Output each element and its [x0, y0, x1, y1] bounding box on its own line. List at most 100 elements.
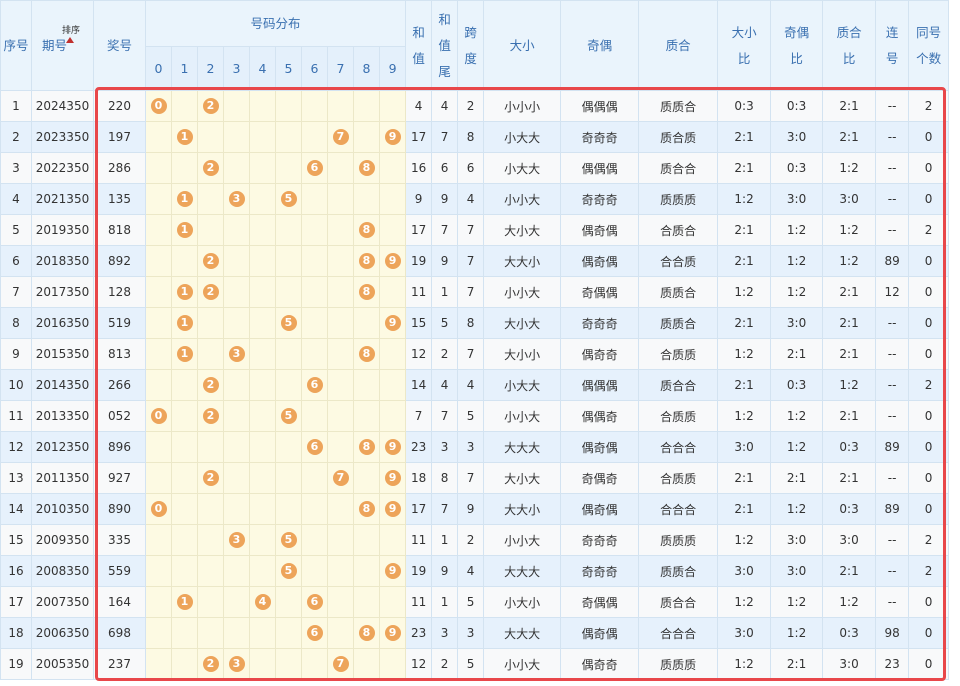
cell-span: 7	[457, 245, 485, 277]
cell-number: 164	[93, 586, 146, 618]
digit-cell	[249, 493, 276, 525]
cell-issue: 2012350	[31, 431, 94, 463]
ball: 1	[176, 129, 193, 145]
cell-tail: 6	[431, 152, 459, 184]
ball: 8	[358, 160, 375, 176]
cell-issue: 2018350	[31, 245, 94, 277]
digit-cell	[378, 214, 407, 246]
digit-cell	[327, 586, 354, 618]
cell-parity-ratio: 2:1	[770, 462, 824, 494]
digit-header: 2	[197, 46, 224, 91]
digit-cell	[249, 462, 276, 494]
cell-sum: 11	[405, 586, 433, 618]
digit-cell	[378, 338, 407, 370]
cell-index: 10	[0, 369, 32, 401]
sort-label[interactable]: 排序	[62, 26, 81, 36]
ball: 8	[358, 501, 375, 517]
cell-size: 小大小	[483, 586, 562, 618]
cell-number: 698	[93, 617, 146, 649]
cell-prime-ratio: 3:0	[822, 524, 877, 556]
ball: 9	[384, 625, 401, 641]
cell-sum: 12	[405, 648, 433, 680]
digit-cell	[145, 214, 172, 246]
column-header: 序号	[0, 0, 32, 91]
cell-size-ratio: 0:3	[717, 90, 772, 122]
ball: 1	[176, 594, 193, 610]
column-header: 期号	[31, 0, 94, 91]
digit-header: 7	[327, 46, 354, 91]
digit-cell	[223, 431, 250, 463]
cell-tail: 4	[431, 90, 459, 122]
digit-cell	[275, 276, 302, 308]
digit-cell	[353, 369, 380, 401]
digit-cell: 0	[145, 90, 172, 122]
ball: 7	[332, 656, 349, 672]
header-row: 序号 期号 奖号 号码分布 和值 和值尾 跨度 大小 奇偶 质合 大小比 奇偶比 质合比 连号 同号个数	[0, 0, 950, 91]
cell-size-ratio: 1:2	[717, 648, 772, 680]
digit-cell	[197, 617, 224, 649]
header-text: 质合	[665, 37, 691, 53]
cell-prime: 质合质	[638, 121, 719, 153]
cell-prime-ratio: 2:1	[822, 400, 877, 432]
digit-cell	[145, 369, 172, 401]
cell-parity: 偶偶偶	[560, 90, 640, 122]
table-row: 10 2014350 266 2 6 14 4 4 小大大 偶偶偶 质合合 2:1 0:3 1:2 -- 2	[0, 369, 950, 401]
cell-parity-ratio: 1:2	[770, 276, 824, 308]
digit-header: 8	[353, 46, 380, 91]
cell-issue: 2022350	[31, 152, 94, 184]
digit-cell: 9	[378, 462, 407, 494]
digit-cell	[171, 152, 198, 184]
cell-span: 7	[457, 462, 485, 494]
ball: 2	[202, 160, 219, 176]
ball: 5	[280, 191, 297, 207]
cell-parity: 偶奇奇	[560, 648, 640, 680]
digit-cell: 6	[301, 431, 328, 463]
cell-size: 大大小	[483, 493, 562, 525]
cell-prime: 质质合	[638, 90, 719, 122]
digit-cell	[197, 121, 224, 153]
cell-index: 12	[0, 431, 32, 463]
cell-consecutive: --	[875, 307, 910, 339]
cell-sum: 17	[405, 493, 433, 525]
cell-size: 大大大	[483, 555, 562, 587]
digit-cell: 4	[249, 586, 276, 618]
cell-same: 0	[908, 245, 950, 277]
digit-cell	[223, 617, 250, 649]
column-header: 和值尾	[431, 0, 459, 91]
cell-number: 335	[93, 524, 146, 556]
ball: 2	[202, 98, 219, 114]
ball: 2	[202, 284, 219, 300]
digit-cell	[171, 400, 198, 432]
cell-size-ratio: 2:1	[717, 152, 772, 184]
cell-prime: 质合合	[638, 586, 719, 618]
table-body: 1 2024350 220 0 2 4 4 2 小小小 偶偶偶 质质合 0:3 0:3 2:1 -- 2 2 20…	[0, 90, 950, 680]
digit-cell	[327, 431, 354, 463]
digit-cell: 2	[197, 369, 224, 401]
digit-cell	[249, 214, 276, 246]
cell-parity-ratio: 0:3	[770, 90, 824, 122]
cell-prime-ratio: 0:3	[822, 431, 877, 463]
column-header: 质合	[638, 0, 719, 91]
ball: 2	[202, 377, 219, 393]
digit-cell: 0	[145, 400, 172, 432]
cell-issue: 2010350	[31, 493, 94, 525]
digit-cell	[223, 276, 250, 308]
cell-consecutive: --	[875, 524, 910, 556]
digit-cell: 1	[171, 214, 198, 246]
table-row: 2 2023350 197 1 7 9 17 7 8 小大大 奇奇奇 质合质 2:1 3:0 2:1 -- 0	[0, 121, 950, 153]
cell-span: 4	[457, 369, 485, 401]
digit-cell: 7	[327, 648, 354, 680]
digit-cell	[301, 648, 328, 680]
column-header: 奇偶	[560, 0, 640, 91]
cell-sum: 11	[405, 524, 433, 556]
cell-index: 3	[0, 152, 32, 184]
cell-parity: 奇偶偶	[560, 276, 640, 308]
cell-size: 小小大	[483, 276, 562, 308]
table-row: 6 2018350 892 2 8 9 19 9 7 大大小 偶奇偶 合合质 2:1 1:2 1:2 89 0	[0, 245, 950, 277]
cell-number: 128	[93, 276, 146, 308]
ball: 1	[176, 315, 193, 331]
sort-arrow[interactable]	[66, 37, 74, 43]
cell-tail: 7	[431, 214, 459, 246]
digit-cell: 8	[353, 431, 380, 463]
